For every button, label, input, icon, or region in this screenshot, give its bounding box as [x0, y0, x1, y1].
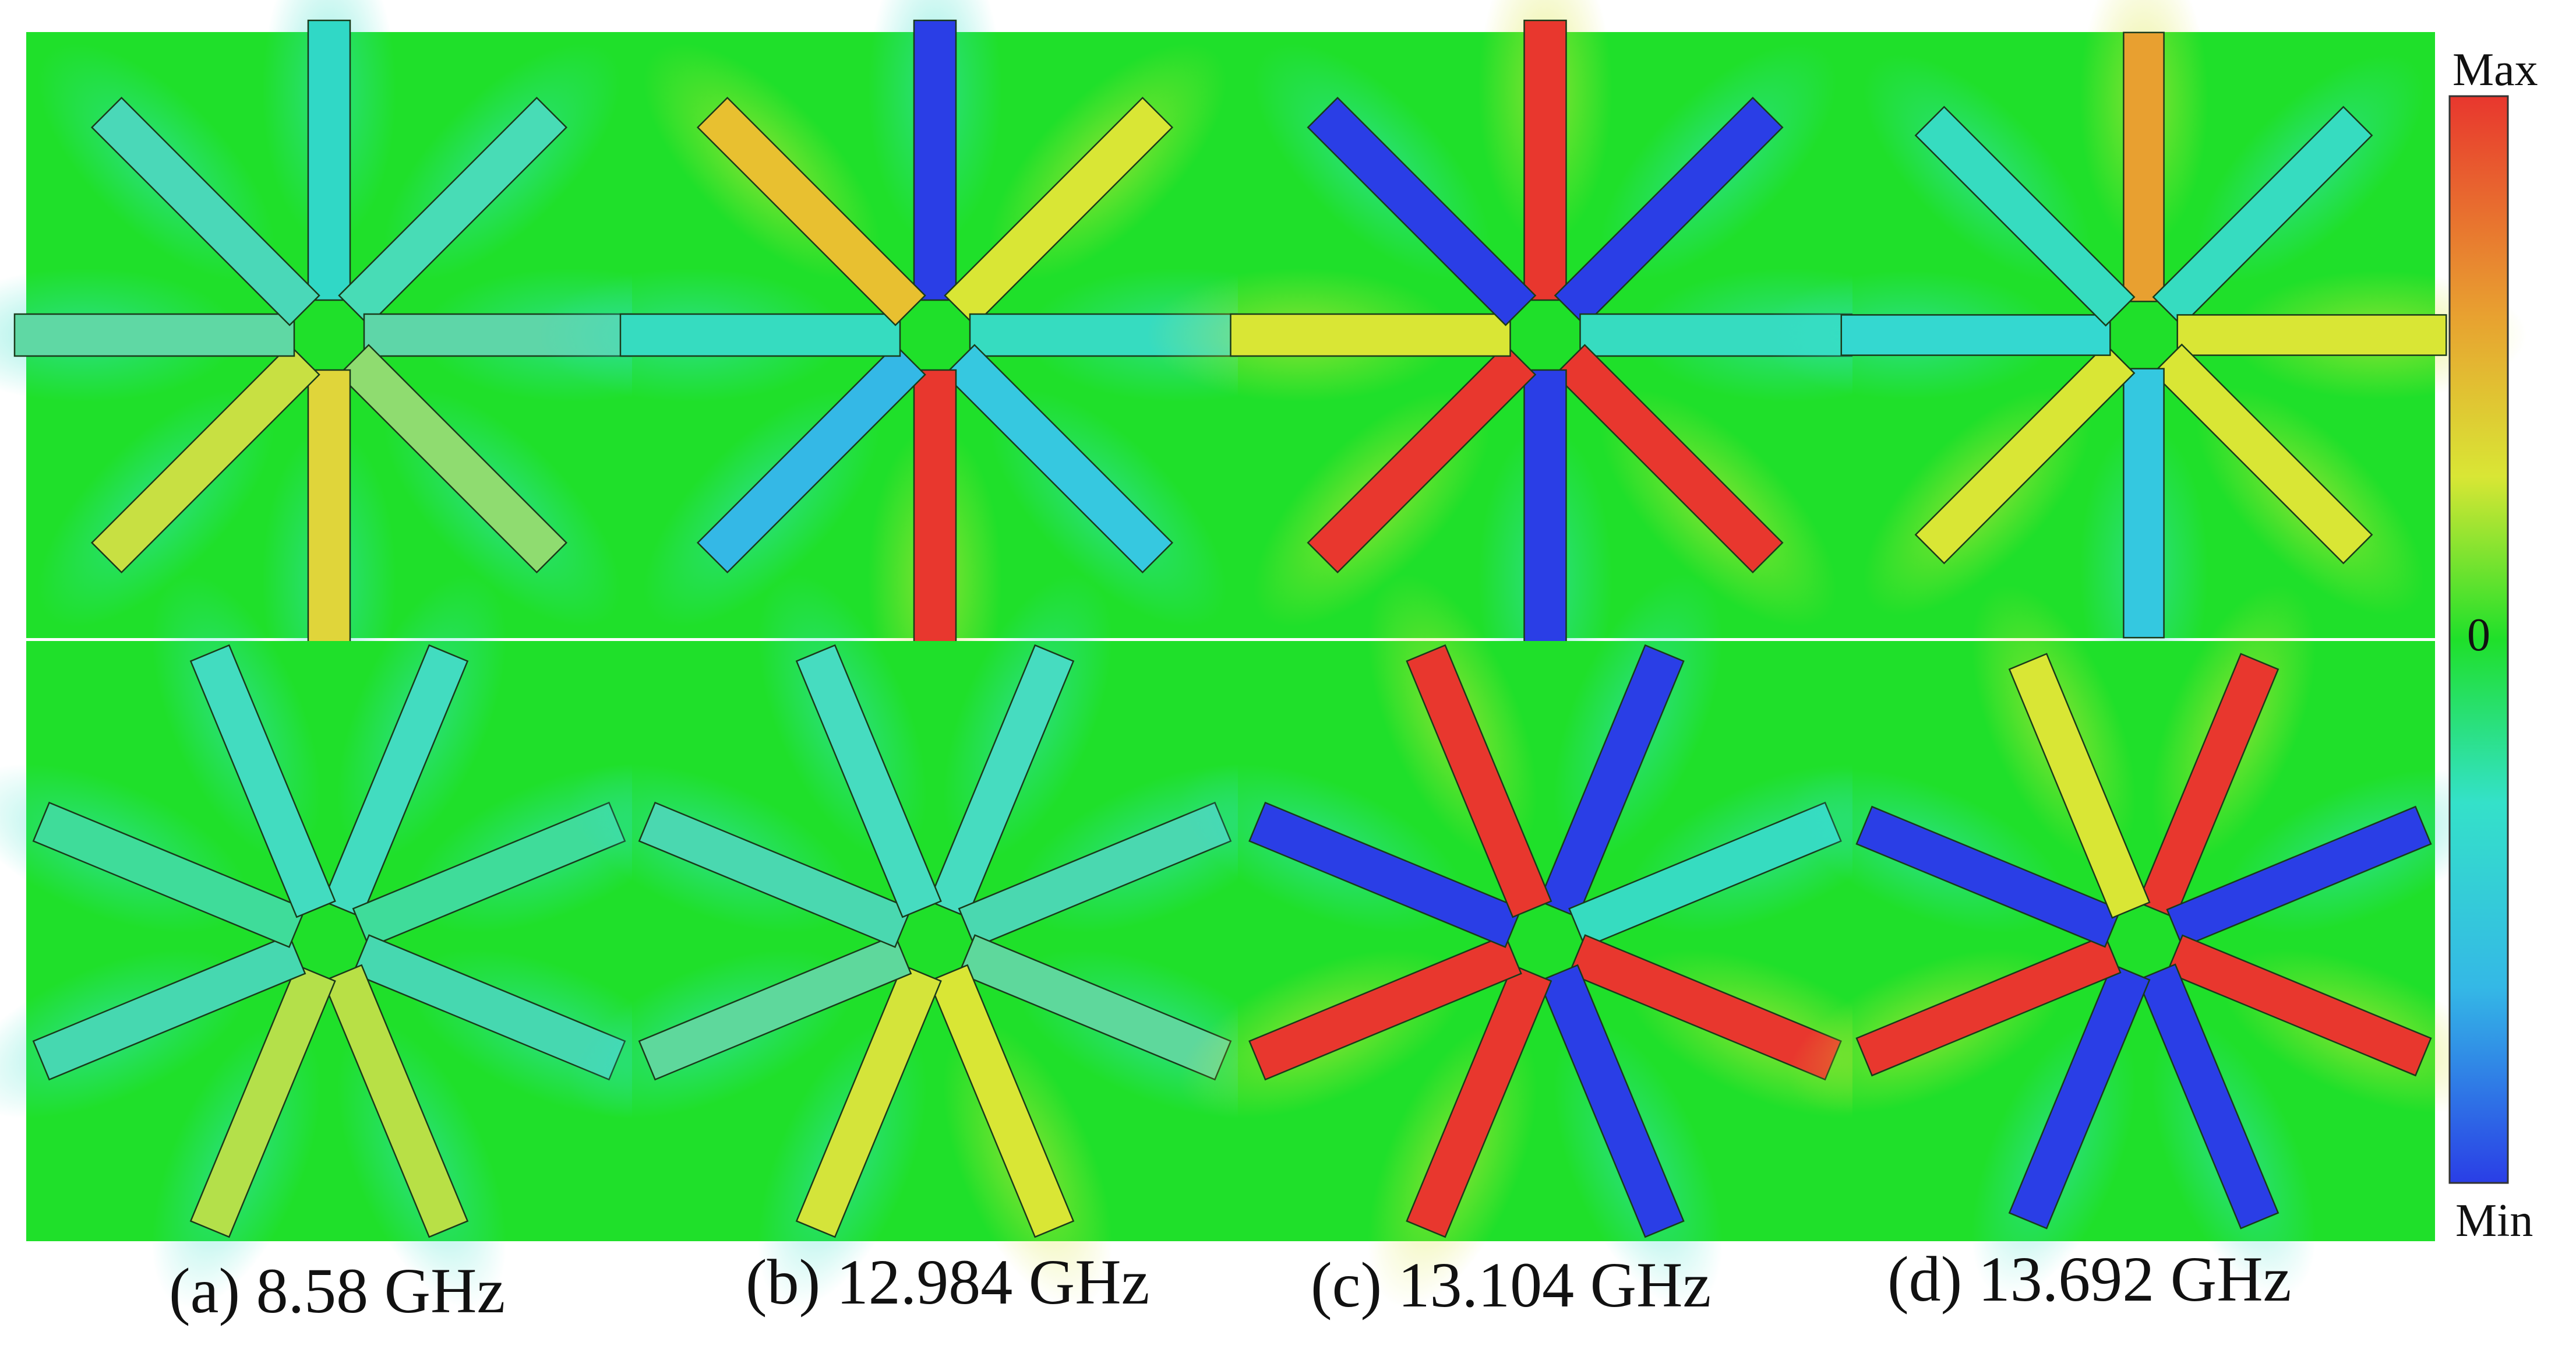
colorbar-zero-label: 0: [2467, 610, 2490, 661]
panel-b-top-arm-6: [696, 344, 926, 574]
panel-d-bottom-arm-5: [2008, 963, 2151, 1230]
panel-a-bottom-arm-6: [32, 934, 306, 1081]
panel-a-bottom-arm-8: [189, 644, 336, 918]
colorbar-max-label: Max: [2453, 44, 2538, 96]
panel-b-bottom-arm-5: [795, 964, 942, 1238]
panel-a-top-arm-5: [307, 369, 351, 651]
panel-b-top-arm-4: [944, 344, 1174, 574]
panel-a-bottom: [0, 574, 696, 1308]
panel-b-bottom-arm-7: [638, 801, 912, 948]
panel-c-top-arm-6: [1307, 344, 1537, 574]
caption-c: (c) 13.104 GHz: [1311, 1249, 1712, 1320]
panel-c-bottom-arm-1: [1538, 644, 1685, 918]
panel-d-bottom-arm-4: [2137, 963, 2279, 1230]
panel-d-top-arm-5: [2123, 368, 2165, 639]
panel-c-top-arm-4: [1554, 344, 1784, 574]
panel-b-bottom-background: [632, 641, 1238, 1241]
panel-b-top-arm-1: [913, 19, 957, 301]
panel-a-bottom-arm-4: [322, 964, 469, 1238]
panel-c-top-arm-2: [1554, 96, 1784, 326]
panel-a-top-arm-1: [307, 19, 351, 301]
panel-d-top-arm-2: [2152, 105, 2373, 327]
panel-c-bottom-arm-7: [1248, 801, 1522, 948]
panel-a-bottom-arm-7: [32, 801, 306, 948]
panel-c-bottom-arm-6: [1248, 934, 1522, 1081]
panel-b-top-arm-2: [944, 96, 1174, 326]
panel-a-top-arm-8: [90, 96, 320, 326]
panel-d-bottom-arm-3: [2166, 934, 2432, 1077]
panel-d-top-arm-3: [2176, 314, 2447, 356]
panel-c-bottom-arm-8: [1406, 644, 1552, 918]
caption-a: (a) 8.58 GHz: [169, 1255, 506, 1326]
panel-d-bottom-background: [1852, 641, 2435, 1241]
panel-a-bottom-arm-1: [322, 644, 469, 918]
panel-d-bottom-arm-2: [2166, 805, 2432, 948]
panel-c-bottom-arm-4: [1538, 964, 1685, 1238]
panel-c-top-arm-8: [1307, 96, 1537, 326]
panel-d-top: [1760, 0, 2527, 718]
panel-a-top-arm-7: [13, 313, 295, 357]
colorbar: [2448, 95, 2509, 1184]
panel-a-top-arm-2: [338, 96, 568, 326]
panel-c-top-arm-7: [1230, 313, 1511, 357]
panel-d-top-arm-6: [1914, 343, 2136, 565]
panel-c-bottom-background: [1238, 641, 1852, 1241]
panel-c-bottom-arm-5: [1406, 964, 1552, 1238]
caption-b: (b) 12.984 GHz: [746, 1246, 1150, 1318]
panel-b-top-arm-8: [696, 96, 926, 326]
panel-b-bottom-arm-1: [928, 644, 1075, 918]
caption-d: (d) 13.692 GHz: [1887, 1244, 2292, 1315]
panel-c-top-arm-5: [1523, 369, 1567, 651]
panel-d-bottom-arm-1: [2137, 653, 2279, 919]
panel-b-bottom-arm-6: [638, 934, 912, 1081]
panel-d-bottom: [1787, 584, 2500, 1298]
panel-d-bottom-arm-8: [2008, 653, 2151, 919]
panel-b-top-arm-7: [619, 313, 901, 357]
panel-a-bottom-background: [26, 641, 632, 1241]
panel-b-top-arm-5: [913, 369, 957, 651]
panel-a-top-arm-6: [90, 344, 320, 574]
colorbar-min-label: Min: [2455, 1195, 2533, 1246]
panel-d-top-arm-8: [1914, 105, 2136, 327]
panel-d-top-arm-7: [1840, 314, 2111, 356]
panel-c-top-arm-1: [1523, 19, 1567, 301]
panel-a-bottom-arm-5: [189, 964, 336, 1238]
panel-d-top-arm-4: [2152, 343, 2373, 565]
panel-c-bottom: [1178, 574, 1912, 1308]
panel-d-bottom-arm-6: [1855, 934, 2122, 1077]
panel-b-bottom-arm-8: [795, 644, 942, 918]
panel-d-bottom-arm-7: [1855, 805, 2122, 948]
panel-b-bottom: [568, 574, 1302, 1308]
panel-d-top-arm-1: [2123, 31, 2165, 302]
panel-a-top-arm-4: [338, 344, 568, 574]
panel-b-bottom-arm-4: [928, 964, 1075, 1238]
